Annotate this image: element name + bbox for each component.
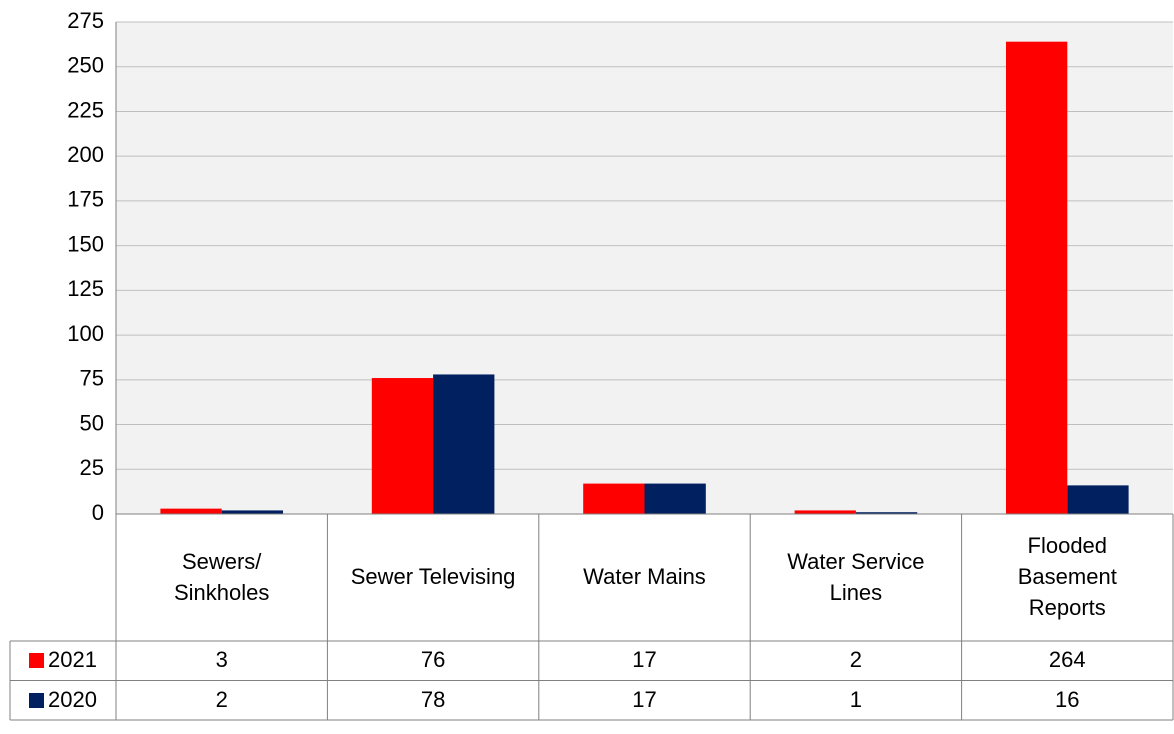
legend-text: 2021 [48, 647, 97, 673]
data-table-value-text: 16 [1055, 686, 1080, 712]
y-tick-label: 0 [92, 500, 104, 525]
data-table-value-text: 2 [849, 647, 862, 673]
bar [855, 512, 918, 514]
legend-entry: 2020 [10, 681, 116, 721]
legend-text: 2020 [48, 686, 97, 712]
data-table-value: 2 [116, 681, 327, 721]
y-tick-label: 125 [67, 276, 104, 301]
data-table-value-text: 1 [849, 686, 862, 712]
data-table-value: 16 [962, 681, 1173, 721]
category-label: Flooded Basement Reports [962, 514, 1173, 641]
data-table-value: 76 [327, 641, 538, 681]
bar [433, 374, 495, 514]
y-tick-label: 25 [80, 455, 104, 480]
y-tick-label: 200 [67, 142, 104, 167]
data-table-value-text: 17 [632, 647, 657, 673]
data-table-value: 78 [327, 681, 538, 721]
category-label: Sewers/ Sinkholes [116, 514, 327, 641]
y-tick-label: 100 [67, 321, 104, 346]
category-label-text: Sewers/ Sinkholes [173, 548, 270, 605]
bar [1005, 41, 1068, 515]
legend-key [29, 653, 45, 669]
data-table-value-text: 2 [215, 686, 228, 712]
category-label-text: Water Service Lines [787, 548, 925, 605]
category-label: Water Service Lines [750, 514, 961, 641]
category-label-text: Water Mains [583, 564, 706, 590]
data-table-value: 3 [116, 641, 327, 681]
y-tick-label: 175 [67, 187, 104, 212]
y-tick-label: 75 [80, 366, 104, 391]
y-tick-label: 275 [67, 8, 104, 33]
bar [583, 483, 645, 514]
bar [794, 510, 856, 514]
plot-area [116, 22, 1173, 514]
y-tick-label: 250 [67, 53, 104, 78]
category-label-text: Sewer Televising [350, 564, 516, 590]
y-tick-label: 150 [67, 231, 104, 256]
data-table-value: 17 [539, 681, 750, 721]
data-table-value: 1 [750, 681, 961, 721]
data-table-value: 264 [962, 641, 1173, 681]
bar [160, 508, 222, 514]
bar [221, 510, 284, 514]
category-label: Sewer Televising [327, 514, 538, 641]
legend-entry: 2021 [10, 641, 116, 681]
data-table-value-text: 76 [420, 647, 446, 673]
data-table-value-text: 3 [215, 647, 228, 673]
category-label: Water Mains [539, 514, 750, 641]
category-label-text: Flooded Basement Reports [1017, 533, 1117, 620]
bar [644, 483, 706, 514]
bar [371, 378, 434, 514]
data-table-value-text: 264 [1048, 647, 1086, 673]
data-table-value-text: 17 [632, 686, 657, 712]
data-table-value: 2 [750, 641, 961, 681]
y-tick-label: 50 [80, 410, 104, 435]
y-tick-label: 225 [67, 97, 104, 122]
legend-key [29, 692, 45, 708]
data-table-value-text: 78 [420, 686, 446, 712]
data-table-value: 17 [539, 641, 750, 681]
bar [1067, 485, 1129, 514]
